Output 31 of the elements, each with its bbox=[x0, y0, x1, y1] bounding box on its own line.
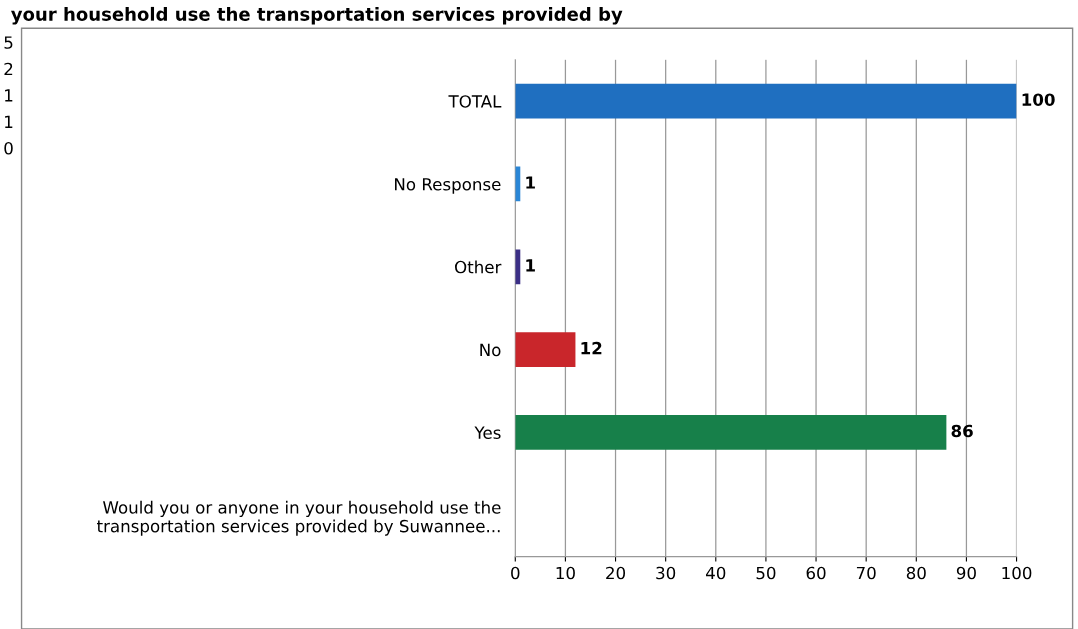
bar bbox=[515, 83, 1017, 119]
y-tick-label: No Response bbox=[395, 178, 501, 194]
x-tick-label: 20 bbox=[606, 566, 626, 580]
text: 5 bbox=[4, 36, 13, 49]
text: your household use the transportation services provided by bbox=[11, 6, 623, 25]
x-tick-label: 60 bbox=[806, 566, 826, 580]
data-label: 12 bbox=[581, 341, 602, 355]
x-tick-label: 70 bbox=[856, 566, 876, 580]
x-tick-label: 80 bbox=[906, 566, 926, 580]
bar bbox=[515, 332, 576, 368]
text: 2 bbox=[4, 62, 13, 76]
x-tick-label: 50 bbox=[756, 566, 776, 580]
data-label: 86 bbox=[951, 424, 973, 438]
text: 1 bbox=[5, 115, 13, 128]
x-tick-label: 90 bbox=[956, 566, 976, 580]
data-label: 1 bbox=[526, 176, 535, 189]
y-tick-label: TOTAL bbox=[448, 95, 502, 108]
x-tick-label: 40 bbox=[706, 566, 726, 580]
data-label: 100 bbox=[1022, 93, 1055, 106]
x-tick-label: 0 bbox=[511, 566, 520, 580]
bar bbox=[515, 415, 947, 450]
y-tick-label: Other bbox=[455, 260, 502, 274]
text: 0 bbox=[4, 141, 13, 155]
x-tick-label: 10 bbox=[556, 566, 575, 580]
y-tick-label: Would you or anyone in your household use the transportation services provided by Suwannee... bbox=[97, 500, 501, 536]
text: 1 bbox=[5, 89, 13, 102]
x-tick-label: 100 bbox=[1002, 566, 1032, 580]
y-tick-label: Yes bbox=[474, 426, 501, 440]
x-tick-label: 30 bbox=[656, 566, 676, 580]
y-tick-label: No bbox=[480, 343, 501, 357]
data-label: 1 bbox=[526, 259, 535, 272]
